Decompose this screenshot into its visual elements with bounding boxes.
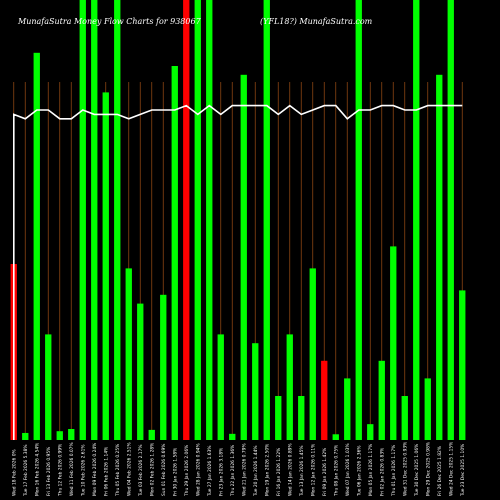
money-flow-bar [102, 92, 109, 441]
money-flow-line [13, 104, 463, 440]
money-flow-bar [68, 429, 75, 440]
money-flow-bar [229, 433, 236, 440]
x-tick-label: Wed 18 Feb 2026 0% [11, 449, 17, 496]
money-flow-bar [286, 334, 293, 440]
x-tick-labels: Wed 18 Feb 2026 0% Tue 17 Feb 2026 5.38% M… [11, 442, 466, 497]
x-tick-label: Fri 02 Jan 2026 0.83% [379, 448, 385, 496]
x-tick-label: Fri 13 Feb 2026 0.95% [46, 447, 52, 496]
x-tick-label: Wed 14 Jan 2026 0.89% [287, 443, 293, 496]
x-tick-label: Tue 10 Feb 2026 2.61% [80, 444, 86, 497]
x-tick-label: Tue 30 Dec 2025 1.06% [414, 444, 420, 497]
chart-title-right: (YFL18?) MunafaSutra.com [260, 17, 373, 26]
money-flow-bar [459, 290, 466, 440]
money-flow-bar [56, 431, 63, 440]
money-flow-bar [137, 303, 144, 440]
money-flow-bar [217, 334, 224, 440]
money-flow-bar [148, 429, 155, 440]
money-flow-bar [298, 396, 305, 440]
money-flow-bar [413, 0, 420, 440]
x-tick-label: Fri 26 Dec 2025 1.82% [437, 446, 443, 496]
x-tick-label: Tue 23 Dec 2025 1.10% [460, 444, 466, 497]
x-tick-label: Mon 29 Dec 2025 0.98% [425, 442, 431, 496]
x-tick-label: Wed 21 Jan 2026 0.79% [241, 443, 247, 496]
money-flow-bar [355, 0, 362, 440]
x-tick-label: Wed 04 Feb 2026 2.51% [126, 442, 132, 496]
money-flow-bar [160, 294, 167, 440]
money-flow-bar [367, 424, 374, 440]
x-tick-label: Sun 01 Feb 2026 0.69% [161, 444, 167, 496]
x-tick-label: Tue 27 Jan 2026 1.63% [207, 445, 213, 497]
money-flow-bar [183, 0, 190, 440]
money-flow-bar [194, 0, 201, 440]
x-tick-label: Fri 16 Jan 2026 1.22% [276, 448, 282, 496]
x-tick-label: Wed 24 Dec 2025 1.15% [448, 442, 454, 496]
x-tick-label: Thu 29 Jan 2026 2.06% [184, 445, 190, 497]
x-tick-label: Mon 19 Jan 2026 2.50% [264, 444, 270, 496]
x-tick-label: Mon 09 Feb 2026 0.24% [92, 443, 98, 496]
x-tick-label: Tue 06 Jan 2026 2.36% [356, 445, 362, 497]
x-tick-label: Wed 07 Jan 2026 1.03% [345, 443, 351, 496]
money-flow-bar [91, 0, 98, 440]
money-flow-bar [252, 343, 259, 440]
money-flow-bar [332, 434, 339, 440]
money-flow-bar [309, 268, 316, 440]
x-tick-label: Tue 20 Jan 2026 1.44% [253, 445, 259, 497]
money-flow-bar [401, 396, 408, 440]
money-flow-bar [79, 0, 86, 440]
money-flow-bar [171, 66, 178, 440]
bars-group [10, 0, 466, 441]
money-flow-bar [125, 268, 132, 440]
money-flow-bar [344, 378, 351, 440]
money-flow-bar [447, 0, 454, 440]
x-tick-label: Mon 16 Feb 2026 4.54% [34, 443, 40, 496]
x-tick-label: Mon 05 Jan 2026 1.17% [368, 444, 374, 496]
x-tick-label: Tue 17 Feb 2026 5.38% [23, 444, 29, 497]
money-flow-bar [275, 396, 282, 440]
money-flow-bar [263, 0, 270, 440]
x-tick-label: Thu 12 Feb 2026 0.99% [57, 444, 63, 497]
x-tick-label: Tue 03 Feb 2026 2.17% [138, 444, 144, 497]
x-tick-label: Wed 28 Jan 2026 0.94% [195, 443, 201, 496]
money-flow-bar [436, 74, 443, 441]
x-tick-label: Thu 05 Feb 2026 0.25% [115, 444, 121, 497]
x-tick-label: Wed 11 Feb 2026 0.07% [69, 442, 75, 496]
x-tick-label: Fri 30 Jan 2026 1.58% [172, 448, 178, 496]
chart-title-left: MunafaSutra Money Flow Charts for 938067 [17, 17, 202, 26]
x-tick-label: Fri 06 Feb 2026 1.14% [103, 447, 109, 496]
money-flow-bar [378, 360, 385, 440]
x-tick-label: Mon 02 Feb 2026 1.28% [149, 443, 155, 496]
money-flow-bar [45, 334, 52, 440]
money-flow-bar [22, 432, 29, 440]
x-tick-label: Thu 08 Jan 2026 0.75% [333, 445, 339, 497]
x-tick-label: Fri 09 Jan 2026 1.42% [322, 448, 328, 496]
money-flow-bar [424, 378, 431, 440]
x-tick-label: Thu 22 Jan 2026 1.36% [230, 445, 236, 497]
money-flow-bar [206, 0, 213, 440]
x-tick-label: Thu 01 Jan 2026 1.17% [391, 445, 397, 497]
x-tick-label: Mon 12 Jan 2026 0.11% [310, 444, 316, 496]
money-flow-bar [321, 360, 328, 440]
x-tick-label: Fri 23 Jan 2026 3.18% [218, 448, 224, 496]
money-flow-bar [33, 52, 40, 441]
money-flow-bar [114, 0, 121, 440]
money-flow-bar [390, 246, 397, 440]
x-tick-label: Wed 31 Dec 2025 0.93% [402, 442, 408, 496]
x-tick-label: Tue 13 Jan 2026 1.45% [299, 445, 305, 497]
money-flow-bar [240, 74, 247, 441]
